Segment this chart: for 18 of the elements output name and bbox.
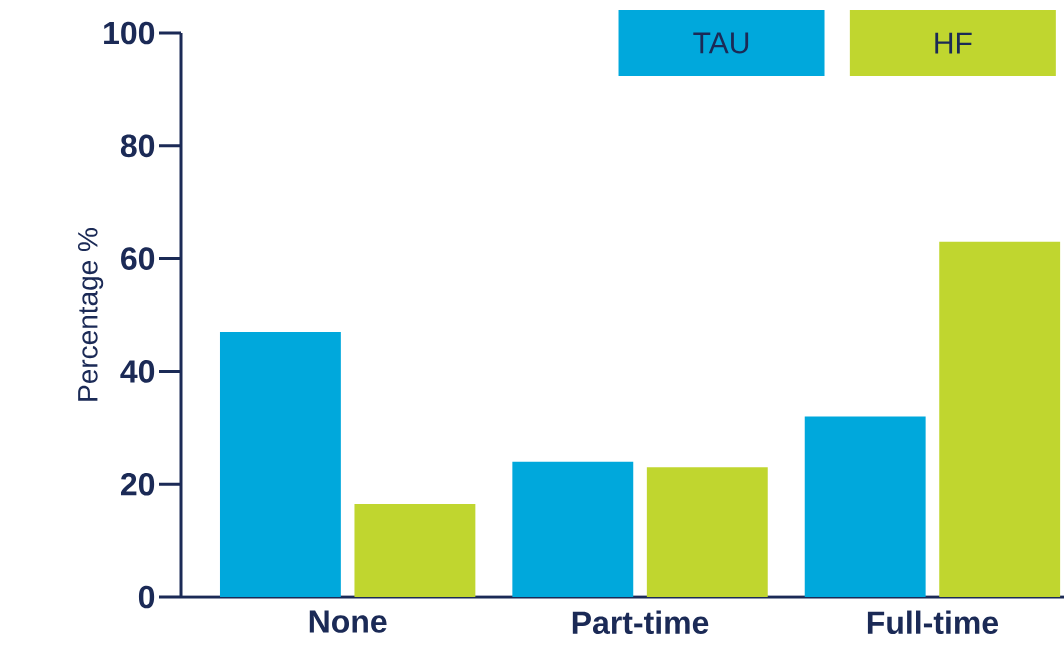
y-tick-label: 60 — [121, 247, 155, 270]
bar — [646, 467, 768, 597]
y-tick-label: 20 — [120, 472, 155, 496]
x-tick-label: Part-time — [572, 610, 709, 635]
y-tick-label: 0 — [138, 585, 155, 609]
y-tick-label: 80 — [120, 134, 155, 158]
bar — [804, 416, 926, 597]
y-axis-title: Percentage % — [77, 228, 104, 401]
bar — [939, 241, 1061, 597]
x-tick-label: Full-time — [867, 610, 999, 635]
y-tick-label: 100 — [104, 21, 155, 45]
bar — [219, 331, 341, 597]
text: HF — [935, 32, 972, 54]
bar — [354, 503, 476, 597]
bar — [512, 461, 634, 597]
text: TAU — [693, 32, 749, 54]
x-tick-label: None — [309, 610, 387, 633]
y-tick-label: 40 — [120, 360, 155, 383]
